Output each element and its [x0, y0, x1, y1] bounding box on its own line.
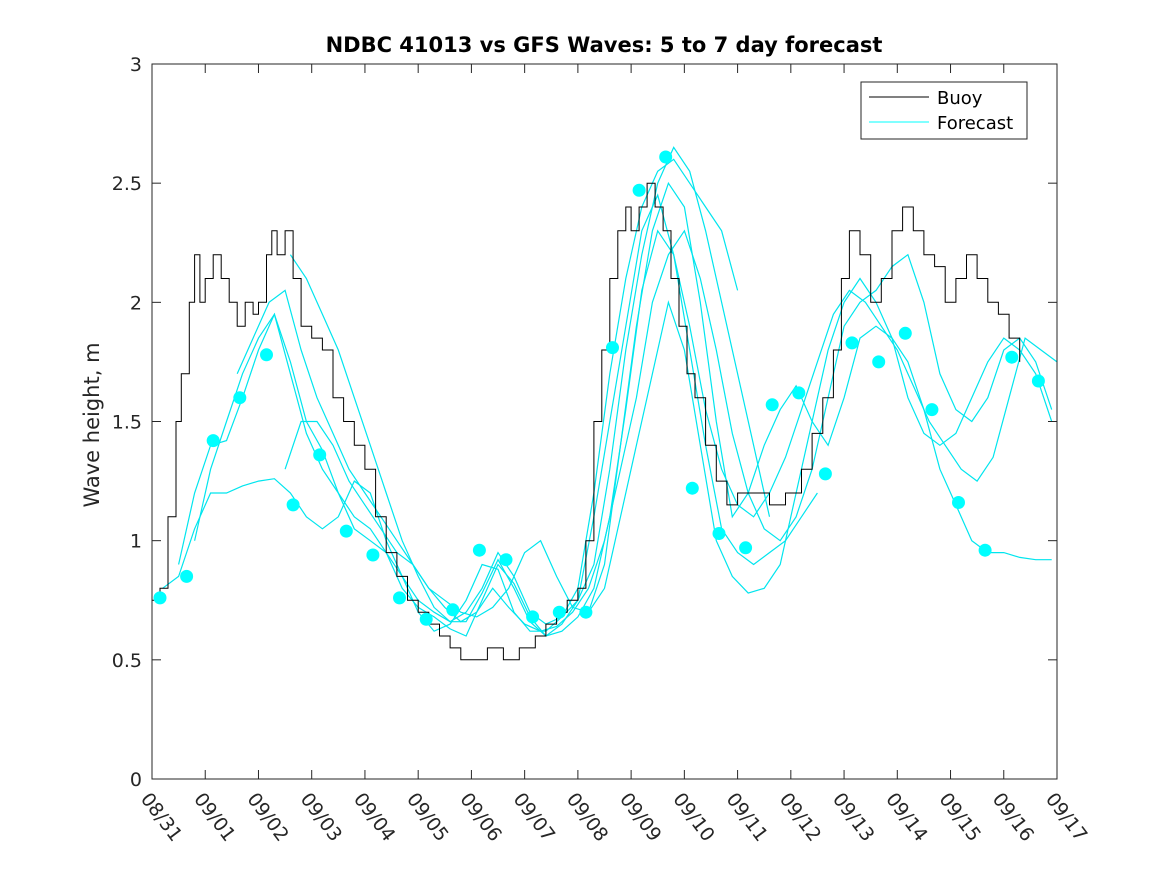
forecast-lines [162, 146, 1058, 637]
y-tick-label: 1.5 [112, 412, 142, 434]
y-tick-label: 2.5 [112, 173, 142, 195]
forecast-point [180, 569, 194, 583]
forecast-point [472, 543, 486, 557]
forecast-point [898, 326, 912, 340]
forecast-point [765, 398, 779, 412]
forecast-point [499, 553, 513, 567]
forecast-point [313, 448, 327, 462]
y-axis-label: Wave height, m [80, 342, 104, 507]
forecast-point [552, 605, 566, 619]
forecast-point [579, 605, 593, 619]
forecast-point [818, 467, 832, 481]
chart-title: NDBC 41013 vs GFS Waves: 5 to 7 day fore… [326, 33, 883, 57]
forecast-point [286, 498, 300, 512]
forecast-point [366, 548, 380, 562]
y-tick-label: 3 [130, 54, 142, 76]
legend-forecast-label: Forecast [937, 113, 1013, 134]
forecast-point [978, 543, 992, 557]
forecast-point [845, 336, 859, 350]
plot-area [152, 64, 1057, 779]
forecast-point [952, 496, 965, 509]
forecast-points [153, 150, 1045, 626]
forecast-point [925, 403, 939, 417]
forecast-line-5 [289, 229, 1058, 637]
forecast-point [233, 391, 247, 405]
forecast-point [606, 341, 619, 355]
forecast-point [685, 481, 699, 495]
forecast-point [659, 150, 673, 164]
forecast-point [1031, 374, 1045, 388]
forecast-point [712, 527, 726, 540]
forecast-point [526, 610, 540, 624]
forecast-point [872, 355, 886, 369]
forecast-point [260, 348, 273, 362]
y-tick-label: 0 [130, 769, 142, 791]
forecast-point [739, 541, 753, 555]
forecast-line-3 [236, 277, 1053, 618]
forecast-point [446, 603, 460, 617]
forecast-point [206, 434, 220, 448]
y-tick-label: 0.5 [112, 650, 142, 672]
buoy-series [152, 182, 1021, 661]
buoy-line [152, 182, 1021, 661]
y-axis: 0 0.5 1 1.5 2 2.5 3 [112, 54, 1057, 791]
forecast-point [1005, 350, 1019, 364]
y-tick-label: 2 [130, 292, 142, 314]
forecast-point [632, 183, 646, 197]
legend: Buoy Forecast [860, 81, 1028, 140]
forecast-point [393, 591, 406, 605]
legend-box [860, 81, 1028, 140]
legend-buoy-label: Buoy [937, 88, 983, 109]
forecast-point [153, 591, 167, 605]
y-tick-label: 1 [130, 531, 142, 553]
forecast-point [339, 524, 353, 538]
forecast-point [419, 612, 433, 626]
forecast-point [792, 386, 806, 400]
